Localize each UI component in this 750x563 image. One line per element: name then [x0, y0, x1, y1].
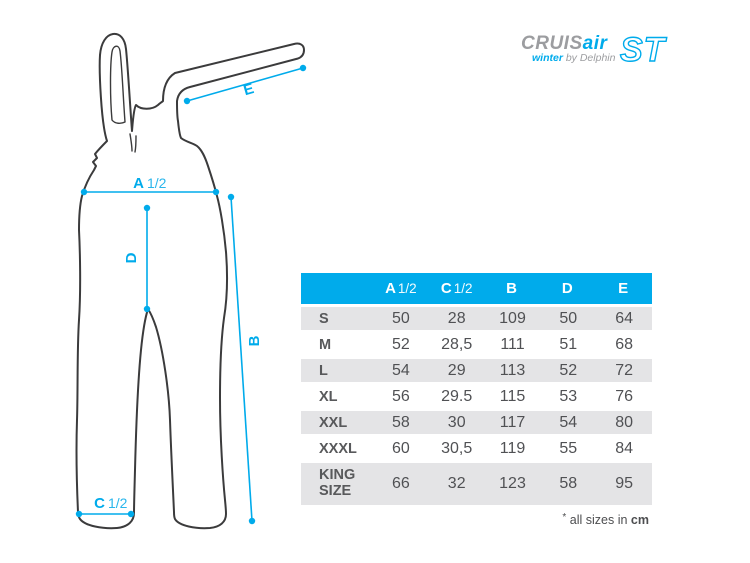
table-row-s: S 50 28 109 50 64: [301, 307, 652, 330]
value-cell: 84: [615, 439, 633, 457]
label-d: D: [123, 252, 140, 263]
label-a-fraction: 1/2: [147, 175, 167, 191]
footnote-unit: cm: [630, 513, 649, 527]
label-a: A: [133, 175, 144, 192]
value-cell: 28,5: [441, 335, 473, 353]
header-cell-d: D: [540, 280, 596, 298]
value-cell: 52: [392, 335, 410, 353]
header-letter: C: [440, 279, 452, 297]
table-row-m: M 52 28,5 111 51 68: [301, 333, 652, 356]
measure-e: E: [183, 64, 307, 105]
value-cell: 80: [615, 413, 633, 431]
header-cell-a: A 1/2: [373, 280, 429, 298]
brand-logo: CRUISair ST winter by Delphin: [521, 30, 681, 75]
footnote-text: all sizes in: [569, 513, 628, 527]
header-letter: A: [385, 279, 396, 297]
brand-logo-main: CRUISair ST: [521, 30, 681, 69]
table-row-l: L 54 29 113 52 72: [301, 359, 652, 382]
value-cell: 54: [559, 413, 578, 431]
size-label: L: [319, 362, 328, 379]
value-cell: 64: [615, 309, 633, 327]
table-row-king-size: KING SIZE 66 32 123 58 95: [301, 463, 652, 505]
size-label: XXXL: [319, 440, 357, 457]
value-cell: 50: [392, 309, 410, 327]
header-letter: D: [561, 279, 573, 297]
header-letter: E: [618, 279, 629, 297]
value-cell: 115: [499, 387, 526, 405]
value-cell: 95: [615, 475, 633, 492]
label-c: C: [94, 495, 105, 512]
brand-name-cruis: CRUIS: [521, 33, 583, 54]
label-b: B: [246, 335, 263, 346]
size-label: KING SIZE: [319, 467, 356, 499]
value-cell: 28: [447, 309, 466, 327]
fold-marks: [129, 133, 137, 153]
value-cell: 29.5: [441, 387, 473, 405]
table-row-xl: XL 56 29.5 115 53 76: [301, 385, 652, 408]
table-row-xxl: XXL 58 30 117 54 80: [301, 411, 652, 434]
tagline-by-delphin: by Delphin: [565, 52, 616, 64]
header-cell-e: E: [596, 280, 652, 298]
footnote: * all sizes in cm: [301, 512, 649, 527]
value-cell: 54: [392, 361, 410, 379]
measure-a-half: A 1/2: [80, 175, 220, 196]
value-cell: 111: [500, 335, 525, 353]
value-cell: 109: [499, 309, 526, 327]
pants-outline: [75, 32, 305, 530]
value-cell: 50: [559, 309, 578, 327]
value-cell: 60: [392, 439, 410, 457]
value-cell: 117: [499, 413, 526, 431]
table-row-xxxl: XXXL 60 30,5 119 55 84: [301, 437, 652, 460]
size-table: A 1/2 C 1/2 B D E S 50 28 109 50 64 M 52 2…: [301, 273, 652, 505]
value-cell: 30,5: [441, 439, 473, 457]
value-cell: 119: [499, 439, 526, 457]
label-c-fraction: 1/2: [108, 495, 128, 511]
value-cell: 32: [447, 475, 466, 492]
size-label: XXL: [319, 414, 348, 431]
value-cell: 58: [392, 413, 410, 431]
value-cell: 51: [559, 335, 578, 353]
header-cell-b: B: [485, 280, 541, 298]
size-label: XL: [319, 388, 338, 405]
header-fraction: 1/2: [453, 280, 473, 296]
header-cell-c: C 1/2: [429, 280, 485, 298]
brand-name-air: air: [582, 33, 608, 54]
brand-name-st: ST: [619, 30, 666, 69]
measure-b: B: [227, 193, 263, 525]
value-cell: 52: [559, 361, 578, 379]
value-cell: 29: [447, 361, 466, 379]
value-cell: 123: [499, 475, 526, 492]
header-fraction: 1/2: [397, 280, 417, 296]
size-table-header: A 1/2 C 1/2 B D E: [301, 273, 652, 304]
tagline-winter: winter: [532, 52, 563, 64]
measure-d: D: [123, 204, 151, 313]
measure-c-half: C 1/2: [75, 495, 135, 518]
size-label: M: [319, 336, 332, 353]
header-letter: B: [506, 279, 517, 297]
value-cell: 53: [559, 387, 578, 405]
value-cell: 58: [559, 475, 578, 492]
size-label: S: [319, 310, 329, 327]
value-cell: 66: [392, 475, 410, 492]
brand-tagline: winter by Delphin: [521, 52, 681, 64]
label-e: E: [242, 80, 256, 99]
footnote-asterisk: *: [562, 512, 567, 523]
value-cell: 30: [447, 413, 466, 431]
suspender-loop-inner-line: [109, 45, 126, 125]
value-cell: 72: [615, 361, 633, 379]
value-cell: 56: [392, 387, 410, 405]
value-cell: 68: [615, 335, 633, 353]
value-cell: 113: [499, 361, 526, 379]
value-cell: 76: [615, 387, 633, 405]
value-cell: 55: [559, 439, 578, 457]
